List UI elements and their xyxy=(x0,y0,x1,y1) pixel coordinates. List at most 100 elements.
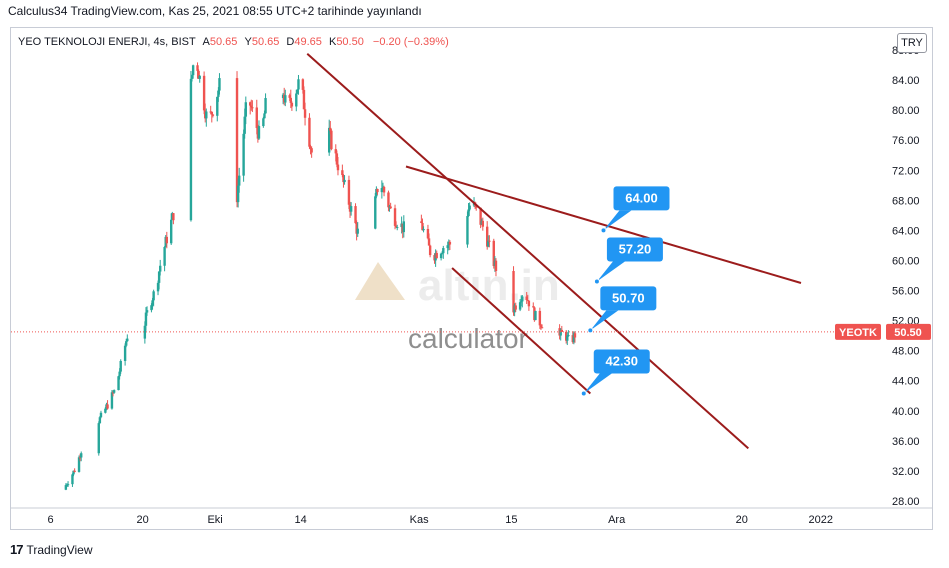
candle xyxy=(189,70,193,222)
candle xyxy=(526,294,529,302)
candle xyxy=(335,150,339,168)
candle xyxy=(98,415,102,424)
price-tag: YEOTK 50.50 xyxy=(835,323,931,340)
candle xyxy=(64,483,68,491)
candle xyxy=(303,102,307,126)
candle xyxy=(198,75,201,83)
y-tick-label: 56.00 xyxy=(892,286,920,298)
candle xyxy=(521,295,524,308)
footer-brand[interactable]: 17 TradingView xyxy=(10,542,93,557)
price-callout[interactable]: 57.20 xyxy=(593,237,663,285)
candle xyxy=(290,101,294,111)
high-value: 50.65 xyxy=(251,36,280,48)
y-tick-label: 68.00 xyxy=(892,195,920,207)
candle xyxy=(356,221,359,237)
chart-frame[interactable] xyxy=(10,27,933,530)
ticker-tag: YEOTK xyxy=(839,327,877,339)
time-axis[interactable]: 6 20 Eki 14 Kas 15 Ara 20 2022 xyxy=(11,507,932,526)
candle xyxy=(302,86,306,110)
candle xyxy=(448,240,452,250)
candle xyxy=(336,157,340,176)
x-tick-label: 20 xyxy=(736,514,748,526)
candle xyxy=(387,190,390,212)
trendline[interactable] xyxy=(306,53,750,450)
candle xyxy=(157,270,161,290)
y-tick-label: 40.00 xyxy=(892,406,920,418)
price-callout[interactable]: 42.30 xyxy=(580,349,650,397)
candle xyxy=(467,203,470,217)
x-tick-label: 2022 xyxy=(809,514,833,526)
open-label: A xyxy=(202,36,210,48)
candle xyxy=(481,217,485,231)
candle xyxy=(468,202,471,212)
price-callout[interactable]: 50.70 xyxy=(587,286,657,334)
candle xyxy=(382,185,386,197)
candle xyxy=(330,128,333,151)
callout-group[interactable]: 64.00 57.20 50.70 42.30 xyxy=(580,186,670,397)
candle xyxy=(71,473,74,487)
candle xyxy=(297,74,300,95)
candle xyxy=(218,73,221,95)
y-tick-label: 28.00 xyxy=(892,496,920,508)
candle xyxy=(123,343,127,366)
candle xyxy=(112,389,116,394)
candle xyxy=(163,246,166,272)
watermark-sub: calculator xyxy=(408,323,528,354)
candle xyxy=(106,400,109,410)
candle xyxy=(343,175,346,185)
candle xyxy=(394,221,398,228)
candle xyxy=(396,224,399,231)
price-tag-value: 50.50 xyxy=(894,327,922,339)
candle xyxy=(251,100,254,113)
candle xyxy=(420,214,423,224)
candle xyxy=(191,64,195,79)
candle xyxy=(97,421,100,456)
candle xyxy=(262,116,265,128)
callout-label: 42.30 xyxy=(605,354,638,369)
candle xyxy=(532,302,535,308)
trendline[interactable] xyxy=(451,267,592,395)
candle xyxy=(117,375,120,391)
x-tick-label: 14 xyxy=(295,514,307,526)
candle xyxy=(422,226,425,233)
y-tick-label: 60.00 xyxy=(892,255,920,267)
candle xyxy=(165,231,169,249)
candle xyxy=(264,93,267,114)
change-value: −0.20 (−0.39%) xyxy=(372,36,449,48)
candle xyxy=(244,96,248,125)
candle xyxy=(73,468,76,473)
candle xyxy=(159,259,162,276)
candle xyxy=(211,113,215,118)
callout-label: 64.00 xyxy=(625,190,658,205)
currency-button[interactable]: TRY xyxy=(897,33,927,53)
x-tick-label: 6 xyxy=(47,514,53,526)
candle xyxy=(310,146,313,158)
candle xyxy=(99,410,103,419)
trendline-group[interactable] xyxy=(306,53,802,450)
trendline[interactable] xyxy=(405,165,802,284)
candle xyxy=(488,235,491,248)
candle xyxy=(573,331,577,343)
x-tick-label: 15 xyxy=(505,514,517,526)
candle xyxy=(514,302,517,312)
ticker-tag-bg xyxy=(835,323,881,340)
price-axis[interactable]: 28.0032.0036.0040.0044.0048.0052.0056.00… xyxy=(892,45,920,508)
low-label: D xyxy=(286,36,295,48)
candle xyxy=(428,244,432,258)
close-label: K xyxy=(328,36,337,48)
candle xyxy=(242,129,245,182)
x-tick-label: Ara xyxy=(608,514,626,526)
candle xyxy=(427,233,431,246)
candle xyxy=(210,111,213,123)
candle xyxy=(202,71,206,115)
candle xyxy=(152,289,155,307)
candle xyxy=(560,325,564,332)
price-callout[interactable]: 64.00 xyxy=(600,186,670,234)
candle xyxy=(375,186,378,199)
high-label: Y xyxy=(244,36,252,48)
y-tick-label: 44.00 xyxy=(892,376,920,388)
callout-label: 50.70 xyxy=(612,290,645,305)
candle xyxy=(354,203,357,224)
candle-series xyxy=(64,62,577,491)
